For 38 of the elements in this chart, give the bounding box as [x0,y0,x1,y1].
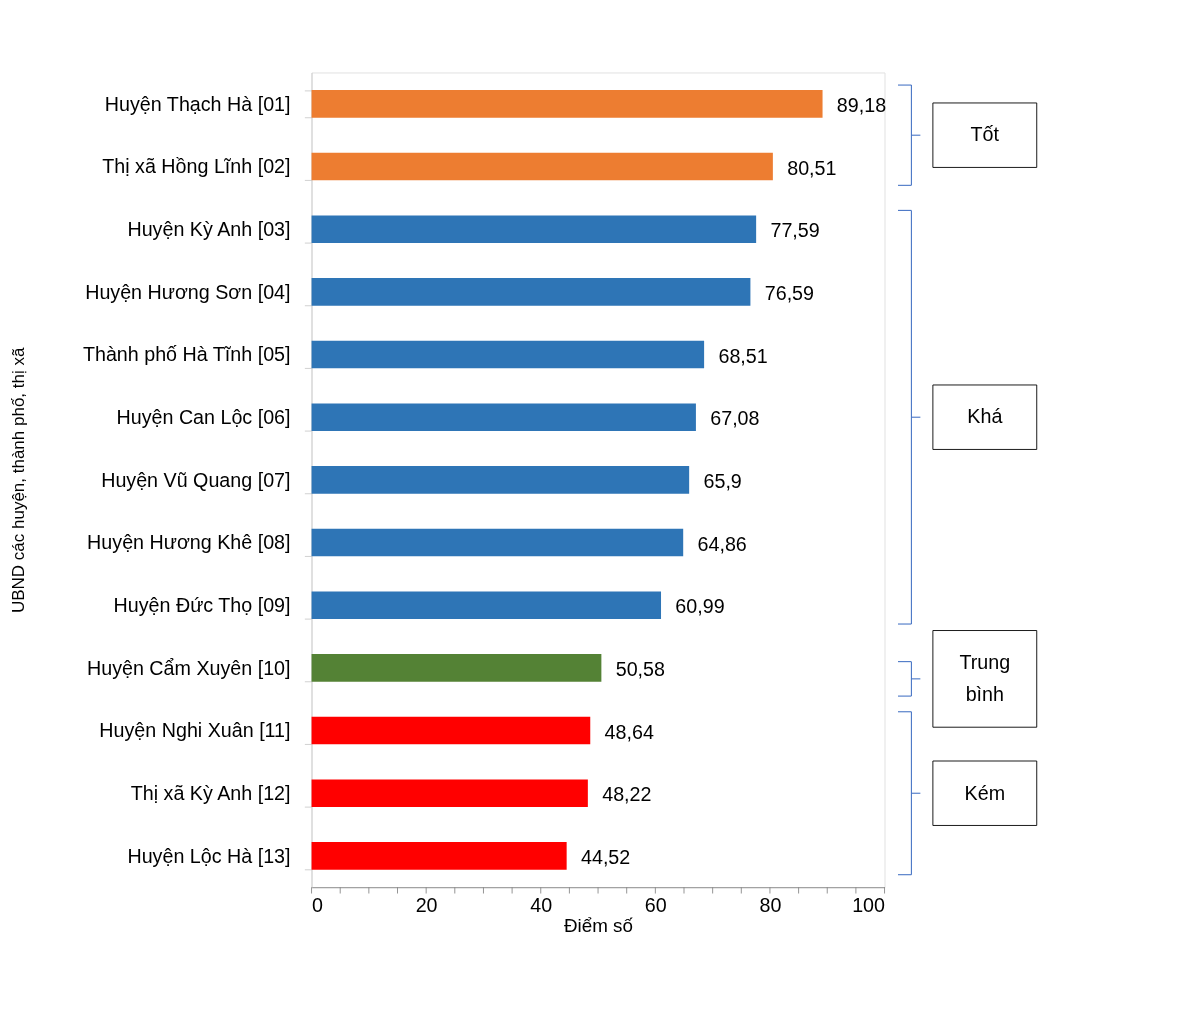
data-label: 68,51 [718,344,768,367]
x-tick-label: 60 [644,893,667,916]
data-label: 48,64 [604,720,654,743]
data-label: 44,52 [580,845,631,868]
text: Khá [967,405,1003,428]
y-tick-label: Huyện Can Lộc [06] [116,405,291,428]
data-label: 48,22 [602,783,652,806]
data-label: 80,51 [787,156,837,179]
y-tick-label: Thành phố Hà Tĩnh [05] [82,343,291,366]
data-label: 64,86 [697,532,747,555]
y-tick-label: Huyện Hương Khê [08] [87,531,291,554]
text: Kém [964,781,1006,804]
text: Trung bình [959,651,1011,706]
data-label: 50,58 [615,657,666,680]
y-axis-title: UBND các huyện, thành phố, thị xã [8,347,28,614]
y-tick-label: Huyện Vũ Quang [07] [101,468,291,491]
x-axis-title: Điểm số [564,915,634,937]
data-label: 77,59 [770,219,820,242]
data-label: 89,18 [836,93,887,116]
y-tick-label: Thị xã Kỳ Anh [12] [130,781,291,804]
x-tick-label: 100 [852,893,886,916]
data-label: 60,99 [675,595,725,618]
y-tick-label: Huyện Lộc Hà [13] [127,844,291,867]
x-tick-label: 0 [312,893,324,916]
y-tick-label: Thị xã Hồng Lĩnh [02] [102,155,291,178]
data-label: 67,08 [710,407,760,430]
x-tick-label: 20 [415,893,438,916]
data-label: 76,59 [764,281,815,304]
text: Tốt [970,123,1000,146]
x-tick-label: 40 [530,893,553,916]
y-tick-label: Huyện Kỳ Anh [03] [127,217,291,240]
y-tick-label: Huyện Cẩm Xuyên [10] [86,656,291,679]
y-tick-label: Huyện Đức Thọ [09] [113,593,291,616]
y-tick-label: Huyện Nghi Xuân [11] [99,719,291,742]
y-tick-label: Huyện Thạch Hà [01] [104,92,291,115]
x-tick-label: 80 [759,893,782,916]
y-tick-label: Huyện Hương Sơn [04] [85,280,291,303]
data-label: 65,9 [703,469,742,492]
